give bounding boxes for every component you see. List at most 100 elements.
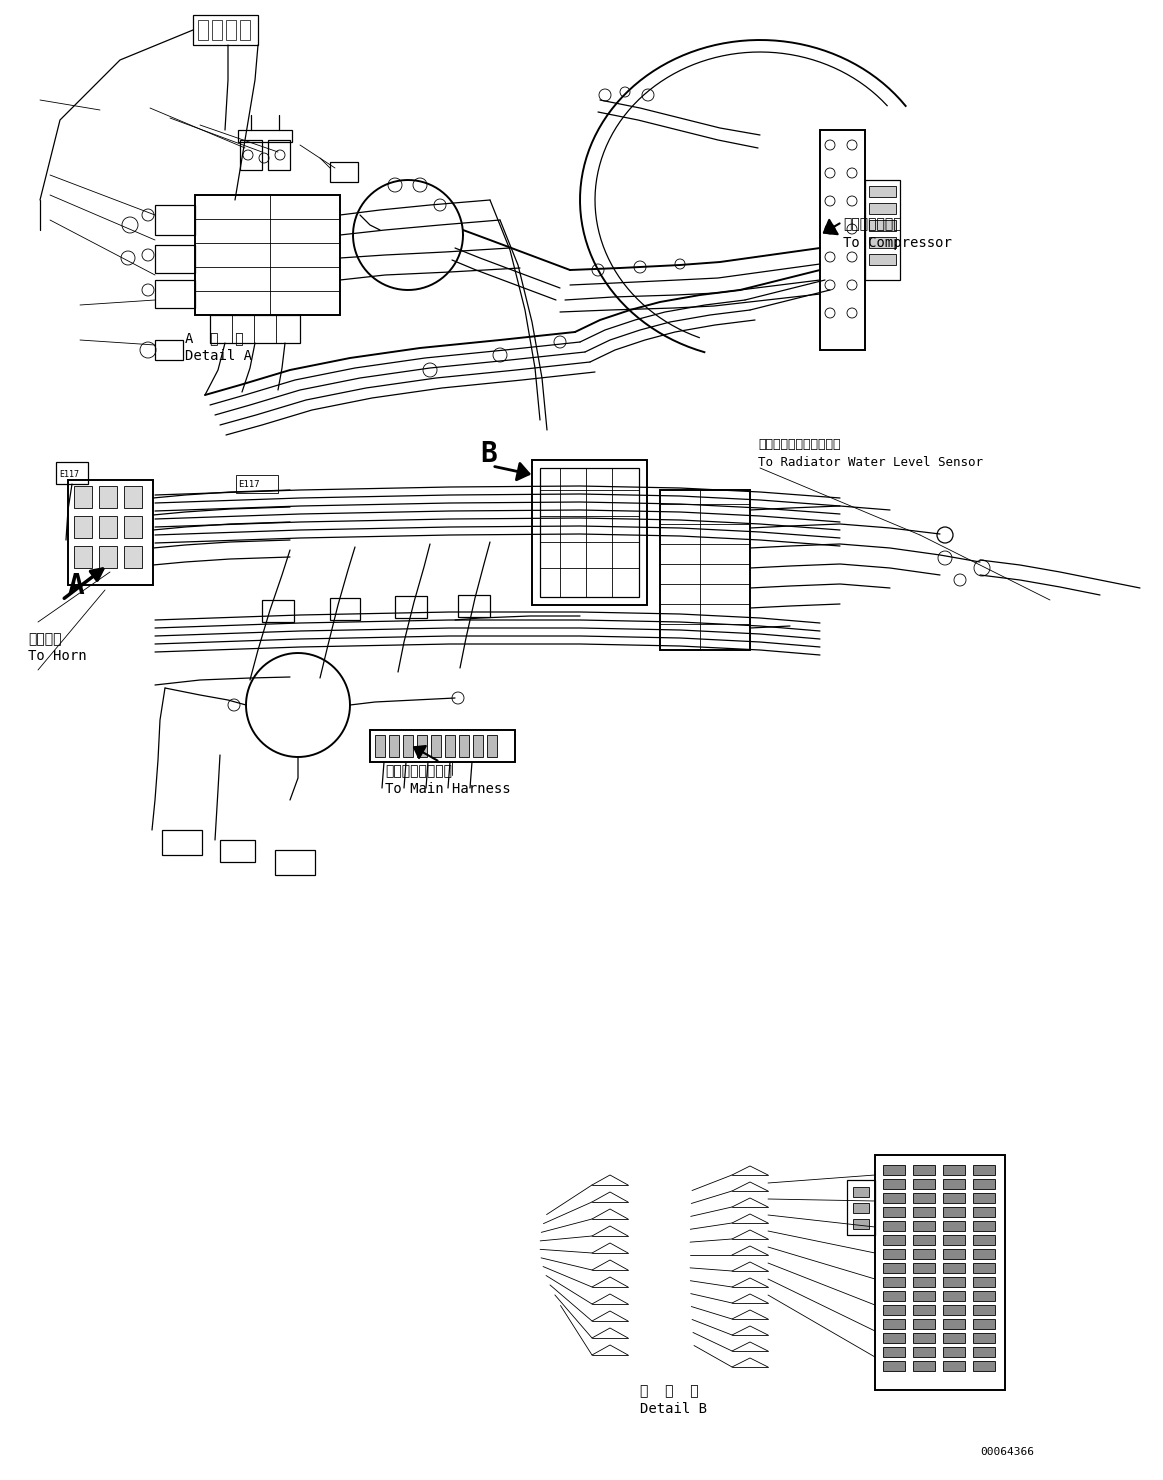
Bar — [67, 480, 154, 585]
Bar — [240, 141, 262, 170]
Bar — [458, 595, 490, 617]
Bar — [913, 1362, 935, 1370]
Bar — [155, 206, 195, 235]
Text: 日  詳  細: 日 詳 細 — [640, 1384, 699, 1399]
Bar — [943, 1262, 965, 1273]
Bar — [865, 181, 900, 280]
Bar — [195, 195, 340, 315]
Bar — [445, 736, 455, 756]
Bar — [913, 1347, 935, 1357]
Bar — [913, 1277, 935, 1288]
Text: Detail A: Detail A — [185, 349, 252, 363]
Text: E117: E117 — [238, 480, 259, 488]
Text: E117: E117 — [59, 471, 79, 480]
Bar — [404, 736, 413, 756]
Bar — [973, 1165, 996, 1175]
Bar — [847, 1180, 875, 1234]
Bar — [193, 15, 258, 44]
Bar — [973, 1291, 996, 1301]
Bar — [274, 850, 315, 875]
Text: To Main Harness: To Main Harness — [385, 781, 511, 796]
Text: Detail B: Detail B — [640, 1402, 707, 1416]
Bar — [943, 1234, 965, 1245]
Bar — [852, 1220, 869, 1228]
Bar — [973, 1262, 996, 1273]
Bar — [883, 1291, 905, 1301]
Bar — [240, 21, 250, 40]
Bar — [540, 468, 638, 596]
Bar — [883, 1249, 905, 1259]
Bar — [943, 1305, 965, 1316]
Bar — [395, 596, 427, 619]
Bar — [913, 1305, 935, 1316]
Bar — [913, 1165, 935, 1175]
Bar — [943, 1221, 965, 1231]
Text: メインハーネスへ: メインハーネスへ — [385, 764, 452, 778]
Bar — [659, 490, 750, 650]
Bar — [973, 1208, 996, 1217]
Bar — [973, 1277, 996, 1288]
Bar — [883, 1180, 905, 1188]
Bar — [913, 1249, 935, 1259]
Bar — [943, 1249, 965, 1259]
Bar — [943, 1291, 965, 1301]
Text: B: B — [480, 440, 497, 468]
Bar — [236, 475, 278, 493]
Bar — [162, 830, 202, 855]
Bar — [124, 546, 142, 568]
Bar — [943, 1277, 965, 1288]
Bar — [943, 1347, 965, 1357]
Bar — [155, 340, 183, 360]
Bar — [74, 546, 92, 568]
Bar — [220, 841, 255, 861]
Bar — [943, 1362, 965, 1370]
Text: ラジェータ水位センサへ: ラジェータ水位センサへ — [758, 438, 841, 451]
Bar — [869, 203, 896, 215]
Bar — [869, 255, 896, 265]
Bar — [238, 130, 292, 142]
Bar — [883, 1347, 905, 1357]
Text: 00064366: 00064366 — [980, 1447, 1034, 1456]
Bar — [883, 1165, 905, 1175]
Bar — [883, 1277, 905, 1288]
Bar — [973, 1234, 996, 1245]
Bar — [973, 1221, 996, 1231]
Bar — [913, 1319, 935, 1329]
Bar — [374, 736, 385, 756]
Bar — [370, 730, 515, 762]
Text: A  詳  細: A 詳 細 — [185, 332, 243, 345]
Bar — [852, 1203, 869, 1214]
Bar — [913, 1208, 935, 1217]
Bar — [943, 1333, 965, 1342]
Bar — [820, 130, 865, 349]
Bar — [330, 161, 358, 182]
Bar — [431, 736, 441, 756]
Bar — [973, 1180, 996, 1188]
Bar — [869, 237, 896, 249]
Bar — [973, 1305, 996, 1316]
Bar — [883, 1305, 905, 1316]
Bar — [883, 1221, 905, 1231]
Bar — [943, 1208, 965, 1217]
Bar — [973, 1193, 996, 1203]
Bar — [973, 1319, 996, 1329]
Bar — [124, 517, 142, 539]
Bar — [262, 599, 294, 622]
Bar — [99, 546, 117, 568]
Bar — [226, 21, 236, 40]
Bar — [869, 221, 896, 231]
Bar — [913, 1291, 935, 1301]
Bar — [155, 246, 195, 272]
Bar — [913, 1262, 935, 1273]
Bar — [473, 736, 483, 756]
Bar — [883, 1333, 905, 1342]
Bar — [943, 1165, 965, 1175]
Bar — [124, 485, 142, 508]
Bar — [875, 1154, 1005, 1390]
Bar — [943, 1193, 965, 1203]
Bar — [883, 1262, 905, 1273]
Bar — [973, 1333, 996, 1342]
Text: To Horn: To Horn — [28, 650, 86, 663]
Text: A: A — [67, 571, 85, 599]
Bar — [883, 1193, 905, 1203]
